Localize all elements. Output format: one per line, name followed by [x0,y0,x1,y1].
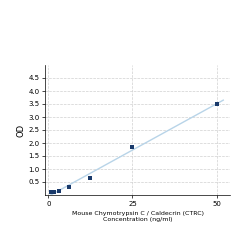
Point [130,145,134,149]
X-axis label: Mouse Chymotrypsin C / Caldecrin (CTRC)
Concentration (ng/ml): Mouse Chymotrypsin C / Caldecrin (CTRC) … [72,211,204,222]
Point [88,176,92,180]
Point [214,102,218,106]
Point [49,190,53,194]
Point [52,190,56,194]
Point [68,185,71,189]
Y-axis label: OD: OD [16,124,26,136]
Point [57,188,61,192]
